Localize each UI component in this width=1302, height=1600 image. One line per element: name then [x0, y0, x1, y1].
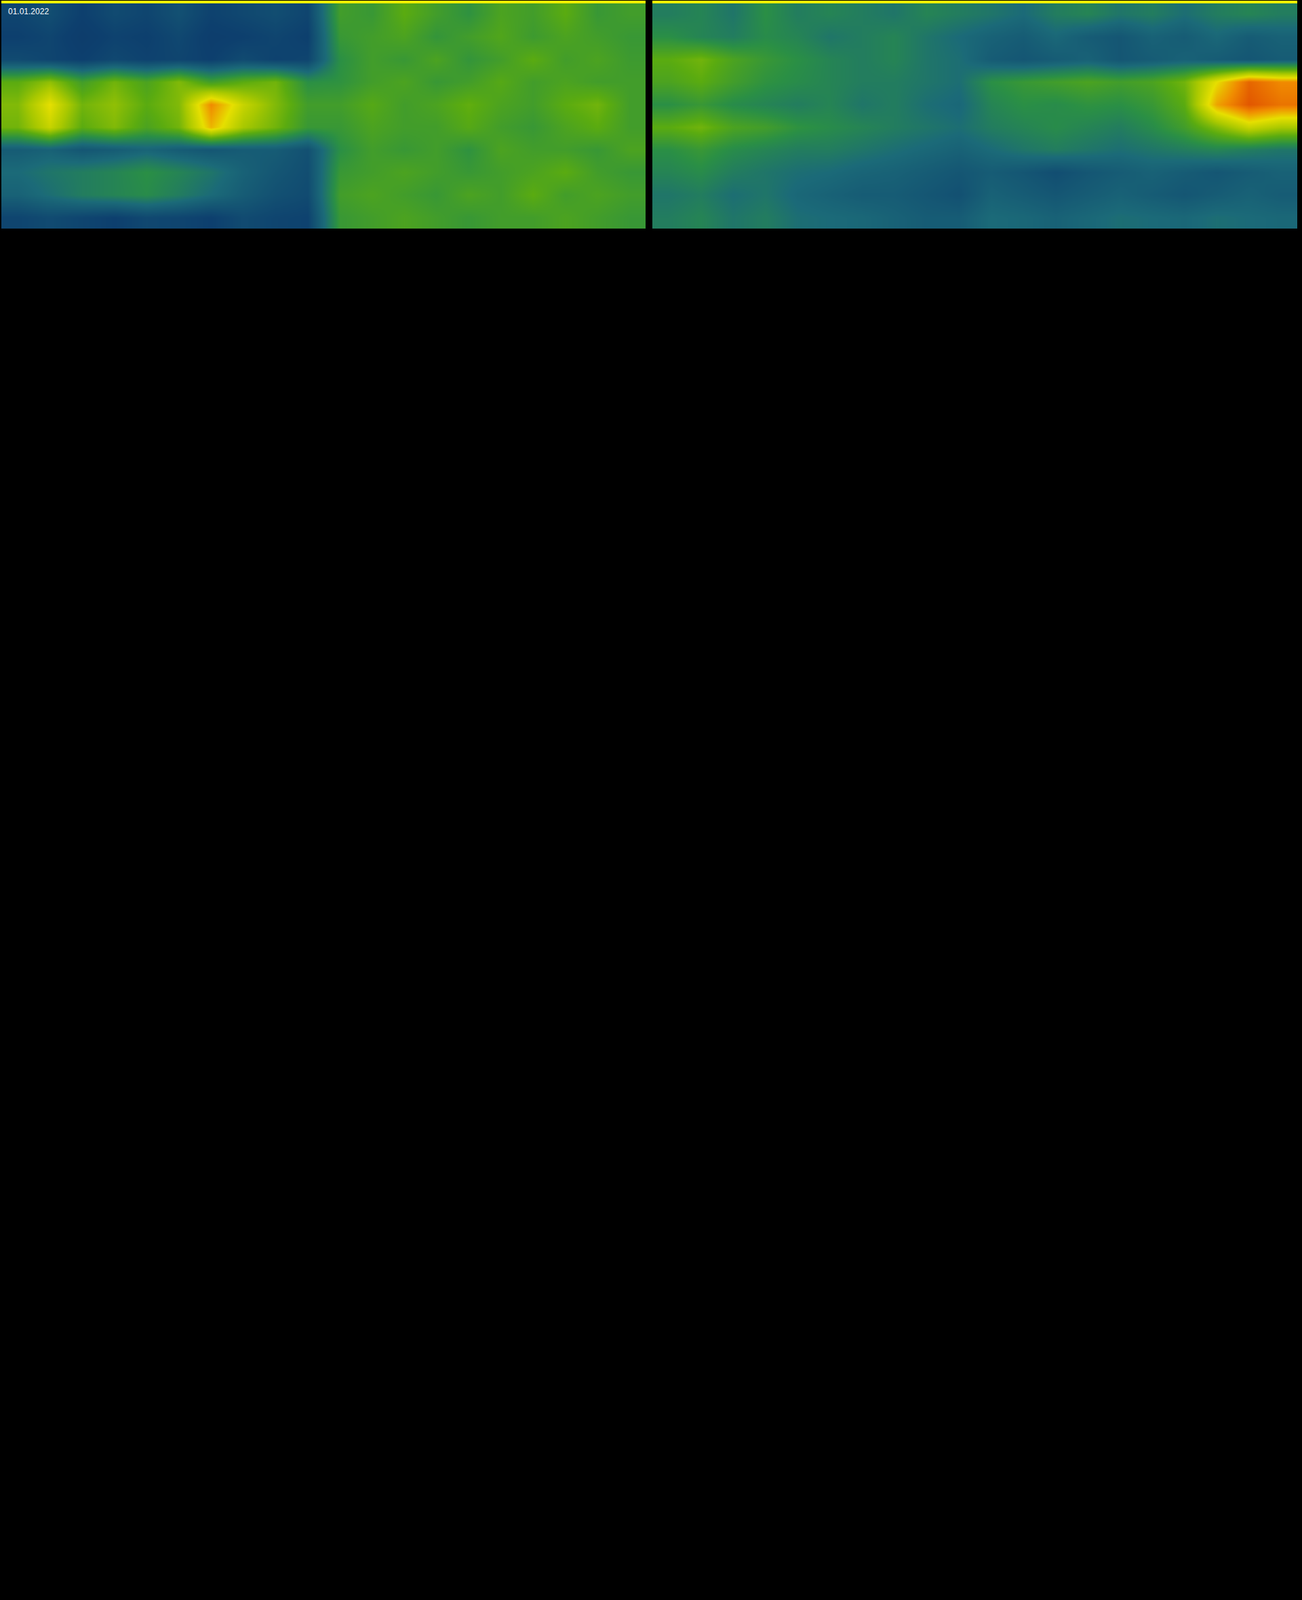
svg-text:01.01.2022: 01.01.2022	[8, 6, 49, 17]
